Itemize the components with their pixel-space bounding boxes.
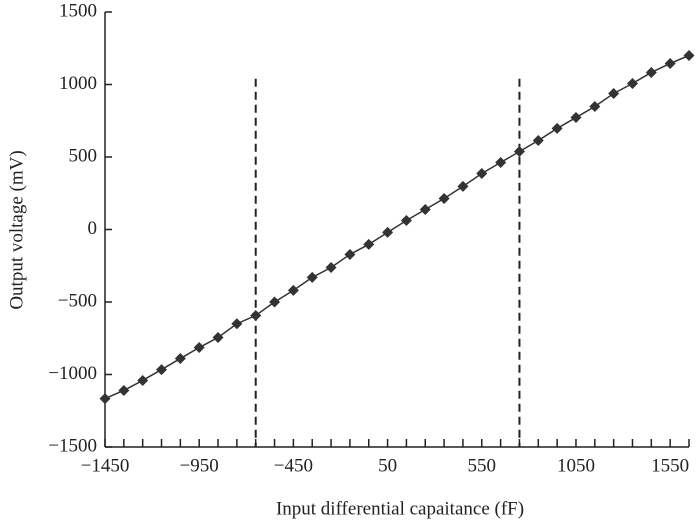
data-point — [212, 332, 224, 344]
x-axis-label: Input differential capaitance (fF) — [276, 498, 524, 519]
data-point — [438, 192, 450, 204]
data-point — [118, 384, 130, 396]
data-point — [193, 342, 205, 354]
data-point — [344, 248, 356, 260]
data-point — [325, 261, 337, 273]
y-tick-label: 1500 — [59, 0, 97, 21]
y-tick-label: 0 — [88, 218, 98, 239]
data-point — [551, 122, 563, 134]
y-tick-label: −1500 — [48, 435, 97, 456]
data-point — [363, 238, 375, 250]
data-point — [174, 353, 186, 365]
data-point — [683, 50, 695, 61]
y-tick-label: −1000 — [48, 363, 97, 384]
x-tick-label: 550 — [468, 455, 497, 476]
x-tick-label: −450 — [274, 455, 313, 476]
data-point — [231, 318, 243, 330]
x-tick-label: 1550 — [651, 455, 689, 476]
x-tick-label: 50 — [378, 455, 397, 476]
data-point — [532, 134, 544, 146]
data-point — [626, 77, 638, 89]
data-point — [513, 145, 525, 157]
data-point — [306, 271, 318, 283]
data-point — [99, 393, 111, 405]
data-point — [664, 57, 676, 69]
y-tick-label: −500 — [58, 290, 97, 311]
data-point — [269, 296, 281, 308]
data-point — [250, 309, 262, 321]
data-point — [645, 66, 657, 78]
data-point — [400, 215, 412, 227]
y-axis-label: Output voltage (mV) — [6, 150, 27, 309]
data-point — [570, 112, 582, 124]
data-point — [419, 203, 431, 215]
data-point — [608, 87, 620, 99]
x-tick-label: −1450 — [81, 455, 130, 476]
x-tick-label: −950 — [180, 455, 219, 476]
series-line — [104, 54, 690, 400]
data-point — [495, 157, 507, 169]
data-point — [589, 101, 601, 113]
y-tick-label: 500 — [69, 145, 98, 166]
data-point — [457, 180, 469, 192]
data-point — [137, 374, 149, 386]
x-tick-label: 1050 — [557, 455, 595, 476]
data-point — [476, 168, 488, 180]
data-point — [382, 226, 394, 238]
data-point — [156, 364, 168, 376]
data-point — [287, 284, 299, 296]
y-tick-label: 1000 — [59, 73, 97, 94]
